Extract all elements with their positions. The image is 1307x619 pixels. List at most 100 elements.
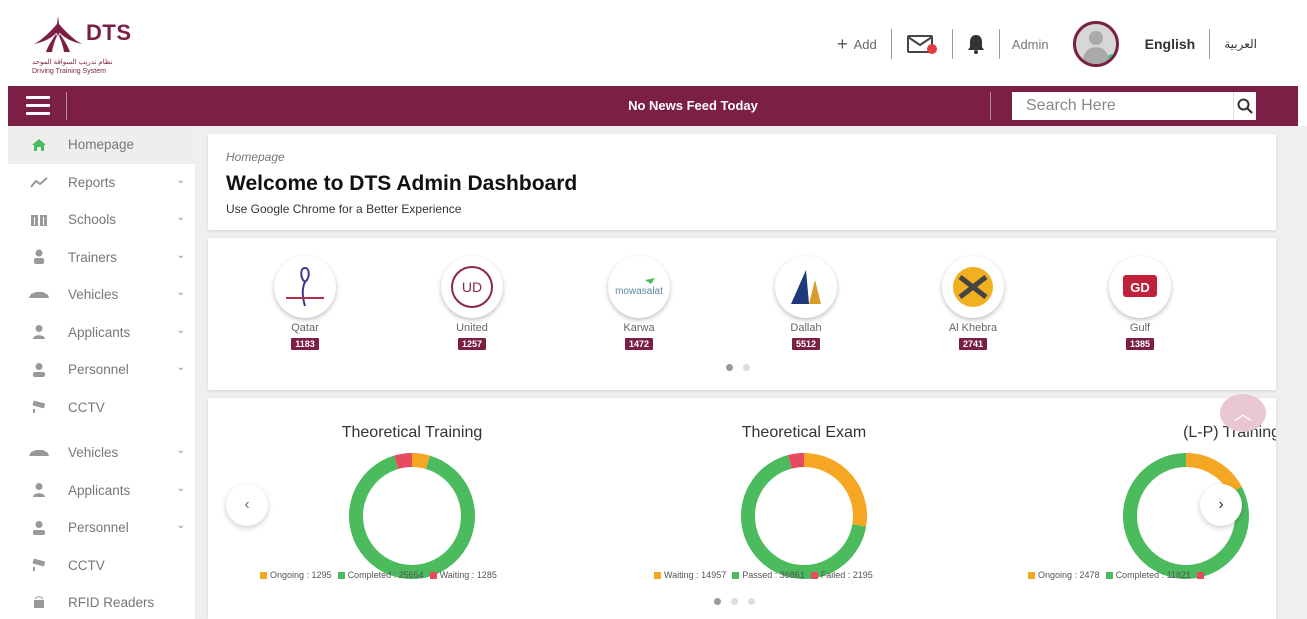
user-name[interactable]: Admin — [1011, 36, 1049, 52]
donut-chart — [741, 453, 867, 579]
cctv-icon — [28, 557, 50, 573]
search-box — [1012, 92, 1256, 120]
school-count-badge: 1385 — [1125, 338, 1155, 350]
donut-slice-ongoing[interactable] — [411, 453, 430, 470]
sidebar-item-vehicles[interactable]: Vehicles ⌄ — [8, 434, 195, 472]
chevron-up-icon: ︿ — [1234, 404, 1252, 424]
legend-label[interactable]: Waiting : 1285 — [439, 570, 497, 580]
legend-label[interactable]: Waiting : 14957 — [664, 570, 727, 580]
sidebar-item-label: RFID Readers — [68, 595, 155, 611]
carousel-prev-button[interactable]: ‹ — [226, 484, 268, 526]
sidebar-item-personnel[interactable]: Personnel ⌄ — [8, 509, 195, 547]
add-button[interactable]: + Add — [823, 34, 891, 55]
scroll-to-top-button[interactable]: ︿ — [1220, 394, 1266, 432]
donut-chart — [349, 453, 475, 579]
sidebar-item-personnel[interactable]: Personnel ⌄ — [8, 351, 195, 389]
sidebar-item-cctv[interactable]: CCTV — [8, 389, 195, 427]
school-card[interactable]: GD Gulf 1385 — [1080, 256, 1200, 352]
carousel-dot[interactable] — [726, 364, 733, 371]
breadcrumb[interactable]: Homepage — [226, 150, 285, 164]
chart-title: Theoretical Exam — [741, 424, 867, 441]
school-logo-icon: GD — [1109, 256, 1171, 318]
sidebar-item-applicants[interactable]: Applicants ⌄ — [8, 314, 195, 352]
schools-carousel-dots — [726, 364, 750, 371]
legend-label[interactable]: Completed : 25654 — [347, 570, 424, 580]
menu-toggle-button[interactable] — [26, 96, 50, 116]
legend-label[interactable]: Passed : 36861 — [742, 570, 805, 580]
sidebar-item-reports[interactable]: Reports ⌄ — [8, 164, 195, 202]
envelope-icon — [906, 35, 937, 54]
brand-name: DTS — [86, 20, 132, 45]
donut-slice-ongoing[interactable] — [1185, 453, 1242, 494]
sidebar-item-label: CCTV — [68, 557, 105, 573]
sidebar-item-label: Trainers — [68, 249, 118, 265]
school-count-badge: 1472 — [624, 338, 654, 350]
carousel-dot[interactable] — [743, 364, 750, 371]
donut-slice-completed[interactable] — [1123, 453, 1249, 579]
search-input[interactable] — [1012, 92, 1233, 120]
donut-slice-waiting[interactable] — [803, 453, 867, 527]
user-avatar[interactable] — [1072, 21, 1119, 67]
donut-slice-passed[interactable] — [741, 455, 867, 579]
carousel-dot[interactable] — [748, 598, 755, 605]
sidebar-item-label: Homepage — [68, 137, 135, 153]
legend-label[interactable]: Ongoing : 1295 — [270, 570, 332, 580]
carousel-dot[interactable] — [731, 598, 738, 605]
school-name: United — [456, 322, 488, 334]
legend-label[interactable]: Failed : 2195 — [820, 570, 873, 580]
sidebar-item-trainers[interactable]: Trainers ⌄ — [8, 239, 195, 277]
sidebar-item-schools[interactable]: Schools ⌄ — [8, 201, 195, 239]
dts-logo-icon — [34, 16, 82, 52]
bell-icon — [967, 35, 984, 54]
dts-logo[interactable]: DTS نظام تدريب السواقة الموحد Driving Tr… — [30, 14, 160, 80]
school-card[interactable]: Dallah 5512 — [746, 256, 866, 352]
school-card[interactable]: UD United 1257 — [412, 256, 532, 352]
carousel-next-button[interactable]: › — [1200, 484, 1242, 526]
chart-legend: Ongoing : 2478 Completed : 11821 — [1022, 570, 1207, 580]
notifications-button[interactable] — [953, 34, 999, 54]
school-card[interactable]: Qatar 1183 — [245, 256, 365, 352]
messages-button[interactable] — [892, 33, 952, 55]
school-logo-icon — [942, 256, 1004, 318]
school-count-badge: 5512 — [791, 338, 821, 350]
online-status-icon — [1107, 54, 1116, 62]
main-content: Homepage Welcome to DTS Admin Dashboard … — [196, 126, 1307, 619]
legend-label[interactable]: Ongoing : 2478 — [1038, 570, 1100, 580]
top-bar: No News Feed Today — [8, 86, 1298, 126]
chart-legend: Waiting : 14957 Passed : 36861 Failed : 21… — [648, 570, 873, 580]
language-english-button[interactable]: English — [1144, 36, 1196, 52]
schools-carousel: Qatar 1183 UD United 1257 mowasalat Karwa 1472 D… — [208, 238, 1276, 390]
divider — [890, 29, 892, 59]
search-button[interactable] — [1233, 92, 1256, 120]
school-name: Dallah — [790, 322, 822, 334]
sidebar-item-rfid-readers[interactable]: RFID Readers — [8, 584, 195, 619]
school-logo-icon — [775, 256, 837, 318]
school-card[interactable]: mowasalat Karwa 1472 — [579, 256, 699, 352]
sidebar-item-label: Personnel — [68, 362, 129, 378]
carousel-dot[interactable] — [714, 598, 721, 605]
add-label: Add — [853, 36, 877, 52]
donut-slice-failed[interactable] — [788, 453, 805, 469]
sidebar-item-label: Personnel — [68, 520, 129, 536]
sidebar-item-homepage[interactable]: Homepage — [8, 126, 195, 164]
school-card[interactable]: Al Khebra 2741 — [913, 256, 1033, 352]
donut-slice-waiting[interactable] — [394, 453, 413, 470]
divider — [66, 92, 67, 120]
divider — [1209, 29, 1211, 59]
legend-label[interactable]: Completed : 11821 — [1115, 570, 1191, 580]
divider — [990, 92, 991, 120]
page-subtitle: Use Google Chrome for a Better Experienc… — [226, 202, 462, 216]
chart-legend: Ongoing : 1295 Completed : 25654 Waiting :… — [254, 570, 497, 580]
chevron-down-icon: ⌄ — [176, 362, 185, 373]
language-arabic-button[interactable]: العربية — [1224, 37, 1257, 51]
sidebar-item-applicants[interactable]: Applicants ⌄ — [8, 472, 195, 510]
legend-swatch — [810, 572, 818, 580]
sidebar-item-cctv[interactable]: CCTV — [8, 547, 195, 585]
brand-subtitle-english: Driving Training System — [32, 68, 106, 75]
user-icon — [28, 482, 50, 498]
legend-swatch — [732, 572, 740, 580]
sidebar-item-vehicles[interactable]: Vehicles ⌄ — [8, 276, 195, 314]
sidebar-item-label: Vehicles — [68, 445, 119, 461]
divider — [998, 29, 1000, 59]
donut-slice-completed[interactable] — [349, 455, 475, 579]
